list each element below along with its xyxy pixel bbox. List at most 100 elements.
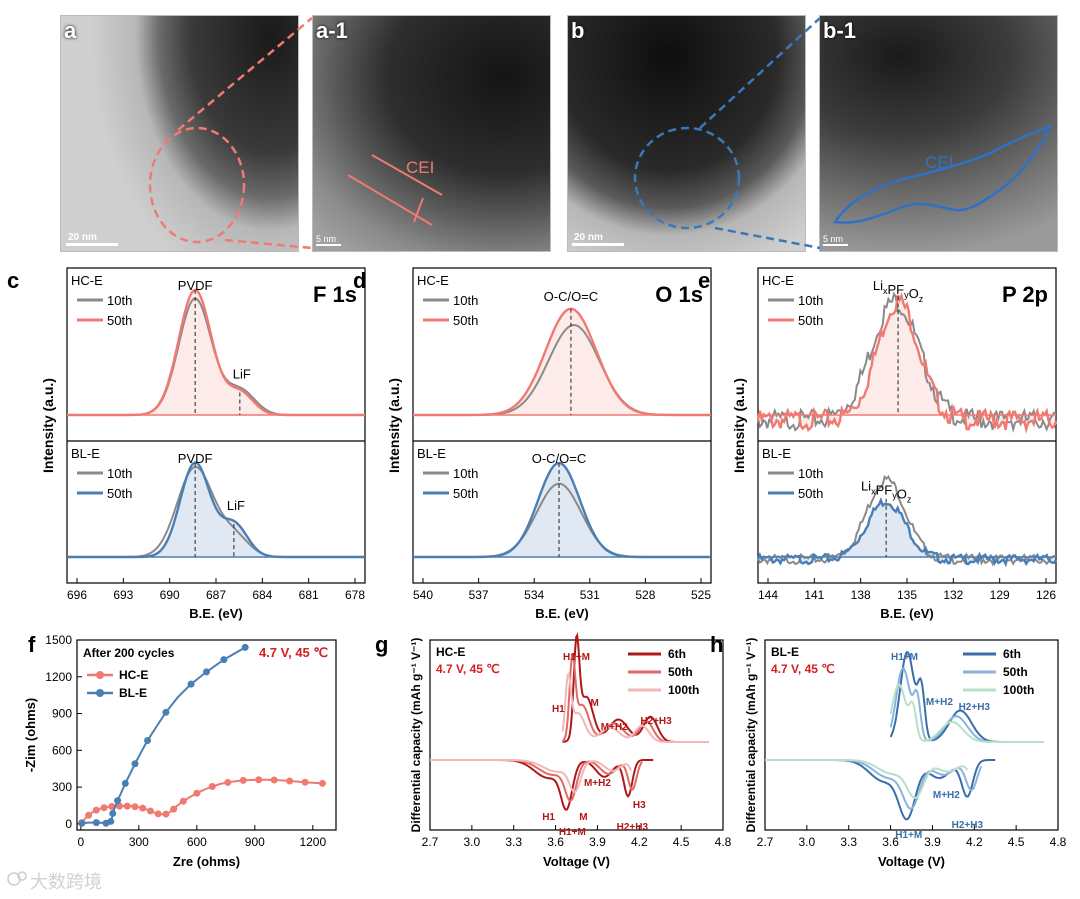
chart-g-series-100th-charge <box>561 671 709 743</box>
chart-f-point <box>123 802 131 810</box>
xps-d-letter: d <box>353 268 366 293</box>
xps-d-bottom-legend-10th: 10th <box>453 466 478 481</box>
chart-f-letter: f <box>28 632 36 657</box>
bottom-charts: f 0 300 600 900 1200 0 300 600 900 1200 1500 Zre (oh… <box>23 632 1067 869</box>
chart-g-xtick-label: 4.2 <box>631 835 648 849</box>
scale-bar-b1 <box>823 244 848 246</box>
chart-g-annotation: M+H2 <box>601 722 628 733</box>
chart-f-legend-marker <box>96 689 104 697</box>
chart-f-legend-BL-E: BL-E <box>119 686 147 700</box>
chart-h-series-50th-discharge <box>765 759 983 810</box>
chart-g-ylabel: Differential capacity (mAh g⁻¹ V⁻¹) <box>409 638 423 833</box>
chart-f-xtick-label: 0 <box>78 835 85 849</box>
chart-f-condition: 4.7 V, 45 ℃ <box>259 645 328 660</box>
xps-e-top-fill <box>758 295 1056 430</box>
xps-e-top-peak-label: LixPFyOz <box>873 278 924 304</box>
chart-f-point <box>131 803 139 811</box>
chart-f-point <box>114 797 122 805</box>
xps-e-element: P 2p <box>1002 282 1048 307</box>
xps-d-bottom-sample: BL-E <box>417 446 446 461</box>
chart-f-point <box>286 777 294 785</box>
xps-d-top-peak-label: O-C/O=C <box>544 289 599 304</box>
xps-c-top-legend-10th: 10th <box>107 293 132 308</box>
tem-image-a1 <box>312 15 551 252</box>
xps-c-bottom-peak2-label: LiF <box>227 498 245 513</box>
chart-f-xtick-label: 1200 <box>299 835 326 849</box>
chart-h-condition: 4.7 V, 45 ℃ <box>771 662 835 676</box>
chart-h-annotation: H1+M <box>895 830 922 841</box>
zoom-line-b-top <box>699 17 821 129</box>
chart-f-point <box>208 782 216 790</box>
chart-h-xtick-label: 4.5 <box>1008 835 1025 849</box>
chart-h-annotation: H1+M <box>891 652 918 663</box>
xps-e-xtick-label: 129 <box>990 588 1010 602</box>
xps-c-xtick-label: 687 <box>206 588 226 602</box>
cei-label-a1: CEI <box>406 158 435 177</box>
chart-g-xtick-label: 4.5 <box>673 835 690 849</box>
chart-f-xtick-label: 300 <box>129 835 149 849</box>
chart-f-ytick-label: 0 <box>65 817 72 831</box>
chart-h-series-100th-charge <box>889 683 1044 743</box>
chart-h-series-100th-discharge <box>765 759 969 800</box>
chart-f-point <box>203 668 210 676</box>
chart-g-xtick-label: 3.0 <box>464 835 481 849</box>
xps-d-bottom-fill <box>413 463 711 557</box>
xps-c-bottom-sample: BL-E <box>71 446 100 461</box>
chart-f-point <box>92 806 100 814</box>
xps-c-bottom-peak-label: PVDF <box>178 451 213 466</box>
xps-d-xtick-label: 531 <box>580 588 600 602</box>
chart-f-point <box>179 797 187 805</box>
tem-label-a1: a-1 <box>316 18 348 43</box>
xps-c-top-peak2-label: LiF <box>233 367 251 382</box>
xps-d-xlabel: B.E. (eV) <box>535 606 588 621</box>
chart-g-annotation: H1 <box>552 704 565 715</box>
chart-h-xtick-label: 4.2 <box>966 835 983 849</box>
chart-g-legend-100th: 100th <box>668 683 699 697</box>
xps-c-ylabel: Intensity (a.u.) <box>40 378 56 473</box>
xps-c-xtick-label: 693 <box>113 588 133 602</box>
chart-f-point <box>193 789 201 797</box>
chart-g-legend-6th: 6th <box>668 647 686 661</box>
chart-f-point <box>162 810 170 818</box>
chart-f-xlabel: Zre (ohms) <box>173 854 240 869</box>
xps-d-xtick-label: 525 <box>691 588 711 602</box>
chart-f-point <box>107 817 115 825</box>
chart-g-annotation: M+H2 <box>584 778 611 789</box>
chart-f-point <box>109 809 117 817</box>
chart-f-ytick-label: 900 <box>52 707 72 721</box>
chart-h-annotation: M+H2 <box>933 790 960 801</box>
xps-e-bottom-legend-10th: 10th <box>798 466 823 481</box>
chart-h-legend-50th: 50th <box>1003 665 1028 679</box>
chart-f-ytick-label: 300 <box>52 780 72 794</box>
chart-h-xtick-label: 3.0 <box>799 835 816 849</box>
xps-e-bottom-series-50th <box>756 497 1057 568</box>
xps-e-letter: e <box>698 268 710 293</box>
scale-bar-a1 <box>316 244 341 246</box>
zoom-line-a-bottom <box>224 238 313 250</box>
chart-g-title: HC-E <box>436 645 465 659</box>
chart-g-annotation: H1+M <box>559 827 586 838</box>
xps-c-xtick-label: 696 <box>67 588 87 602</box>
chart-f-ytick-label: 600 <box>52 743 72 757</box>
cei-bracket-a1-gap <box>413 197 424 223</box>
xps-c-xtick-label: 690 <box>160 588 180 602</box>
xps-d-top-legend-10th: 10th <box>453 293 478 308</box>
chart-f-point <box>100 804 108 812</box>
xps-c-top-fill <box>67 289 365 415</box>
chart-h-annotation: H2+H3 <box>952 820 984 831</box>
tem-image-a <box>60 15 299 252</box>
xps-e-xtick-label: 144 <box>758 588 778 602</box>
xps-c-xlabel: B.E. (eV) <box>189 606 242 621</box>
chart-f-point <box>139 804 147 812</box>
cei-label-b1: CEI <box>925 153 954 172</box>
chart-f-point <box>78 819 86 827</box>
xps-e-bottom-legend-50th: 50th <box>798 486 823 501</box>
tem-label-b1: b-1 <box>823 18 856 43</box>
xps-c-xtick-label: 678 <box>345 588 365 602</box>
xps-c-element: F 1s <box>313 282 357 307</box>
chart-g-legend-50th: 50th <box>668 665 693 679</box>
xps-c-bottom-legend-50th: 50th <box>107 486 132 501</box>
chart-h-letter: h <box>710 632 723 657</box>
xps-e-ylabel: Intensity (a.u.) <box>731 378 747 473</box>
chart-h-legend-6th: 6th <box>1003 647 1021 661</box>
